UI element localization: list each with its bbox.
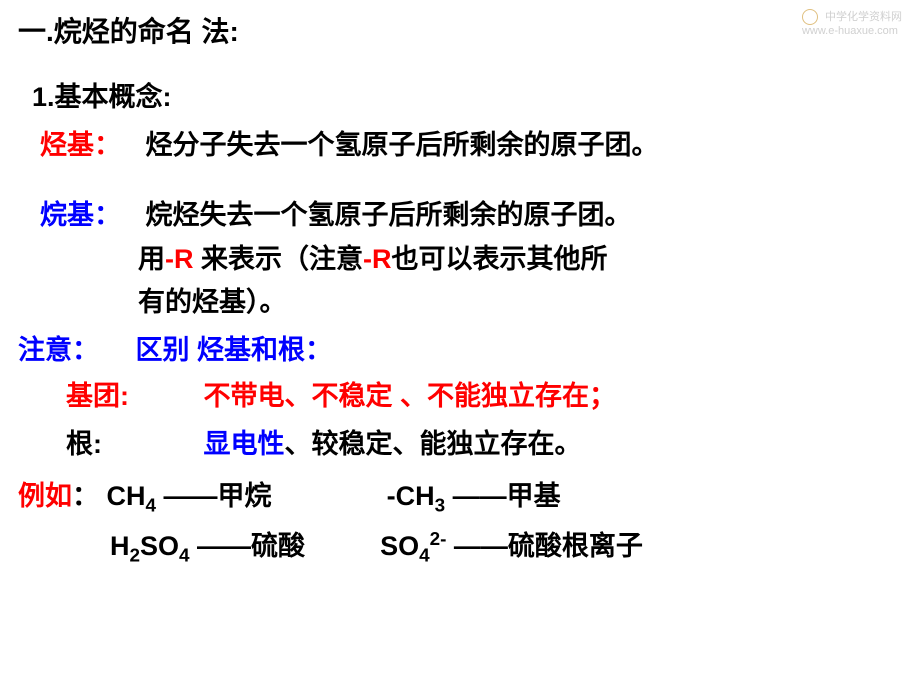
formula-h2so4: H2SO4 (110, 531, 190, 561)
alkyl-def2-r: -R (165, 244, 194, 274)
note-label: 注意： (18, 332, 128, 370)
hydrocarbon-group-row: 烃基： 烃分子失去一个氢原子后所剩余的原子团。 (40, 127, 902, 165)
watermark-text: 中学化学资料网 (825, 11, 902, 23)
alkyl-def2-suffix: 也可以表示其他所 (392, 244, 608, 274)
note-text: 区别 烃基和根： (136, 335, 333, 365)
alkyl-definition-row2: 用-R 来表示（注意-R也可以表示其他所 (138, 241, 902, 279)
root-row: 根: 显电性、较稳定、能独立存在。 (66, 426, 902, 464)
watermark-logo-icon (802, 9, 818, 25)
hydrocarbon-label: 烃基： (40, 127, 138, 165)
watermark-url: www.e-huaxue.com (802, 25, 898, 37)
formula-ch4: CH4 (107, 481, 157, 511)
note-row: 注意： 区别 烃基和根： (18, 332, 902, 370)
name-sulfuric-acid: ——硫酸 (190, 531, 306, 561)
alkyl-def3: 有的烃基）。 (138, 287, 287, 317)
group-text: 不带电、不稳定 、不能独立存在； (204, 381, 617, 411)
name-methyl: ——甲基 (445, 481, 561, 511)
alkyl-definition-row3: 有的烃基）。 (138, 284, 902, 322)
name-sulfate-ion: ——硫酸根离子 (446, 531, 643, 561)
name-methane: ——甲烷 (156, 481, 272, 511)
root-text-blue: 显电性 (204, 429, 285, 459)
alkyl-def2-r2: -R (363, 244, 392, 274)
formula-so4: SO42- (380, 531, 446, 561)
root-label: 根: (66, 426, 196, 464)
hydrocarbon-definition: 烃分子失去一个氢原子后所剩余的原子团。 (146, 130, 659, 160)
example-colon: ： (72, 481, 99, 511)
example-label: 例如 (18, 481, 72, 511)
alkyl-def2-mid: 来表示（注意 (194, 244, 364, 274)
alkyl-label: 烷基： (40, 197, 138, 235)
example-row1: 例如： CH4 ——甲烷 -CH3 ——甲基 (18, 478, 902, 520)
group-row: 基团: 不带电、不稳定 、不能独立存在； (66, 378, 902, 416)
subtitle: 1.基本概念: (32, 79, 902, 117)
watermark: 中学化学资料网 www.e-huaxue.com (802, 8, 902, 37)
group-label: 基团: (66, 378, 196, 416)
root-text-black: 、较稳定、能独立存在。 (285, 429, 582, 459)
alkyl-group-row: 烷基： 烷烃失去一个氢原子后所剩余的原子团。 (40, 197, 902, 235)
alkyl-definition-1: 烷烃失去一个氢原子后所剩余的原子团。 (146, 200, 632, 230)
main-title: 一.烷烃的命名 法: (18, 12, 902, 51)
alkyl-def2-prefix: 用 (138, 244, 165, 274)
example-row2: H2SO4 ——硫酸 SO42- ——硫酸根离子 (110, 527, 902, 570)
formula-ch3: -CH3 (387, 481, 446, 511)
